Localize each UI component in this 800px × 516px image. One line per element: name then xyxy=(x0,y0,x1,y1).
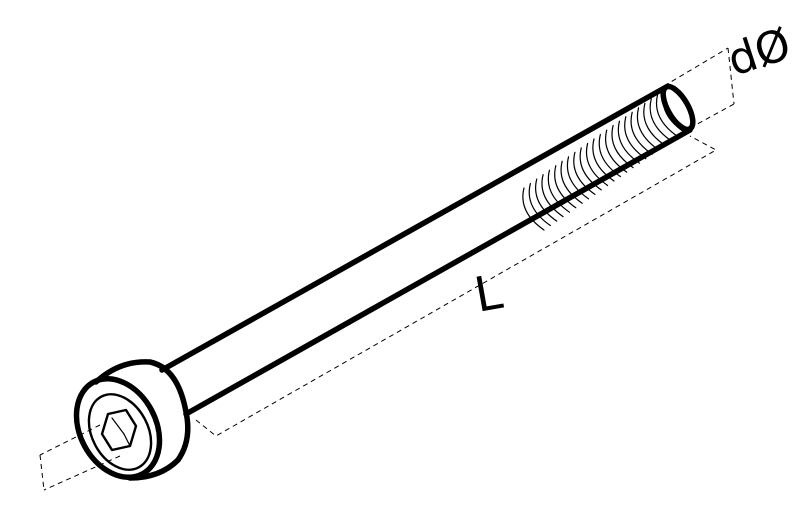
thread-ridge xyxy=(643,102,666,146)
thread-ridge xyxy=(554,165,577,209)
thread-diameter-label: dØ xyxy=(722,19,797,87)
thread-ridge xyxy=(579,147,602,191)
thread-diameter-dimension-lines xyxy=(663,47,735,129)
thread-ridge xyxy=(636,107,660,151)
thread-ridge xyxy=(547,169,571,213)
thread-ridge xyxy=(611,125,634,169)
hex-socket-icon xyxy=(100,408,138,452)
thread-ridge xyxy=(630,111,653,155)
thread-ridge xyxy=(592,138,615,182)
thread-ridge xyxy=(528,182,551,227)
thread-ridge xyxy=(649,98,672,142)
thread-ridge xyxy=(617,120,641,164)
thread-ridge xyxy=(566,156,590,200)
thread-ridge xyxy=(598,133,621,178)
thread-ridge xyxy=(560,160,583,204)
bolt-thread xyxy=(522,89,685,231)
thread-ridge xyxy=(522,187,545,231)
thread-ridge xyxy=(624,116,647,160)
length-dimension-lines xyxy=(195,135,718,437)
thread-ridge xyxy=(586,142,609,187)
bolt-tip xyxy=(660,83,696,133)
bolt-shaft xyxy=(159,83,693,417)
bolt-head xyxy=(73,359,191,481)
thread-ridge xyxy=(573,151,596,195)
thread-ridge xyxy=(535,178,558,222)
thread-ridge xyxy=(605,129,628,173)
thread-ridge xyxy=(656,93,679,138)
thread-ridge xyxy=(541,174,564,218)
